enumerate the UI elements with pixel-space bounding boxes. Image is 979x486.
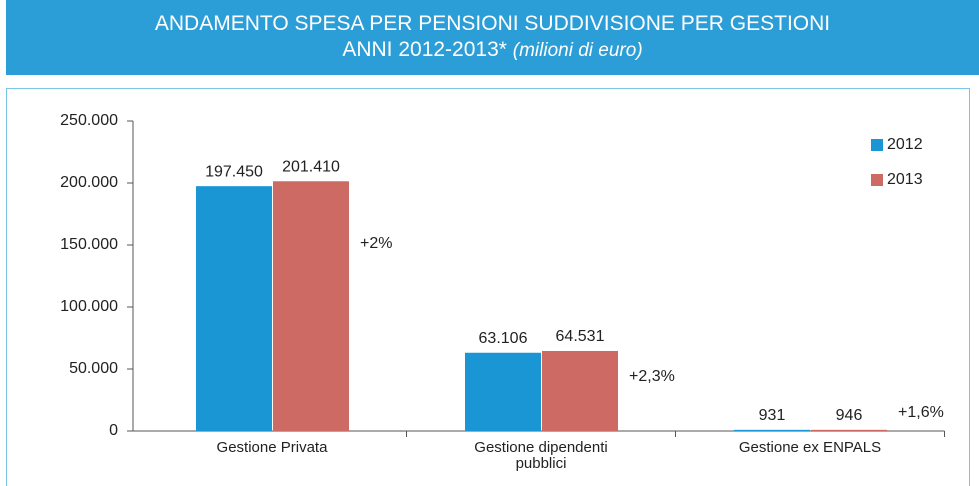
y-tick-label: 50.000 bbox=[69, 360, 118, 377]
chart-title: ANDAMENTO SPESA PER PENSIONI SUDDIVISION… bbox=[154, 12, 831, 35]
bar bbox=[273, 181, 349, 431]
value-label: 946 bbox=[836, 407, 863, 424]
annotation: +2,3% bbox=[629, 368, 675, 385]
bar bbox=[811, 429, 887, 431]
value-label: 931 bbox=[759, 407, 786, 424]
legend-label: 2012 bbox=[887, 136, 923, 153]
bar bbox=[465, 352, 541, 431]
legend-swatch bbox=[871, 139, 883, 151]
bar bbox=[542, 350, 618, 431]
bar bbox=[196, 186, 272, 431]
value-label: 201.410 bbox=[282, 158, 340, 175]
unit-note: (milioni di euro) bbox=[512, 40, 643, 61]
subtitle-line: ANNI 2012-2013* (milioni di euro) bbox=[6, 37, 979, 64]
legend-swatch bbox=[871, 174, 883, 186]
annotation: +1,6% bbox=[898, 404, 944, 421]
chart-frame bbox=[6, 88, 970, 486]
x-tick-label: Gestione Privata bbox=[216, 439, 328, 456]
annotation: +2% bbox=[360, 235, 392, 252]
y-tick-label: 200.000 bbox=[60, 174, 118, 191]
chart-subtitle: ANNI 2012-2013* bbox=[342, 38, 507, 61]
legend-label: 2013 bbox=[887, 171, 923, 188]
y-tick-label: 250.000 bbox=[60, 112, 118, 129]
y-tick-label: 150.000 bbox=[60, 236, 118, 253]
value-label: 197.450 bbox=[205, 163, 263, 180]
value-label: 64.531 bbox=[556, 328, 605, 345]
y-tick-label: 100.000 bbox=[60, 298, 118, 315]
title-banner: ANDAMENTO SPESA PER PENSIONI SUDDIVISION… bbox=[6, 0, 979, 75]
x-tick-label: Gestione dipendenti pubblici bbox=[474, 439, 608, 472]
y-tick-label: 0 bbox=[109, 422, 118, 439]
value-label: 63.106 bbox=[479, 330, 528, 347]
x-tick-label: Gestione ex ENPALS bbox=[738, 439, 882, 456]
bar bbox=[734, 429, 810, 431]
